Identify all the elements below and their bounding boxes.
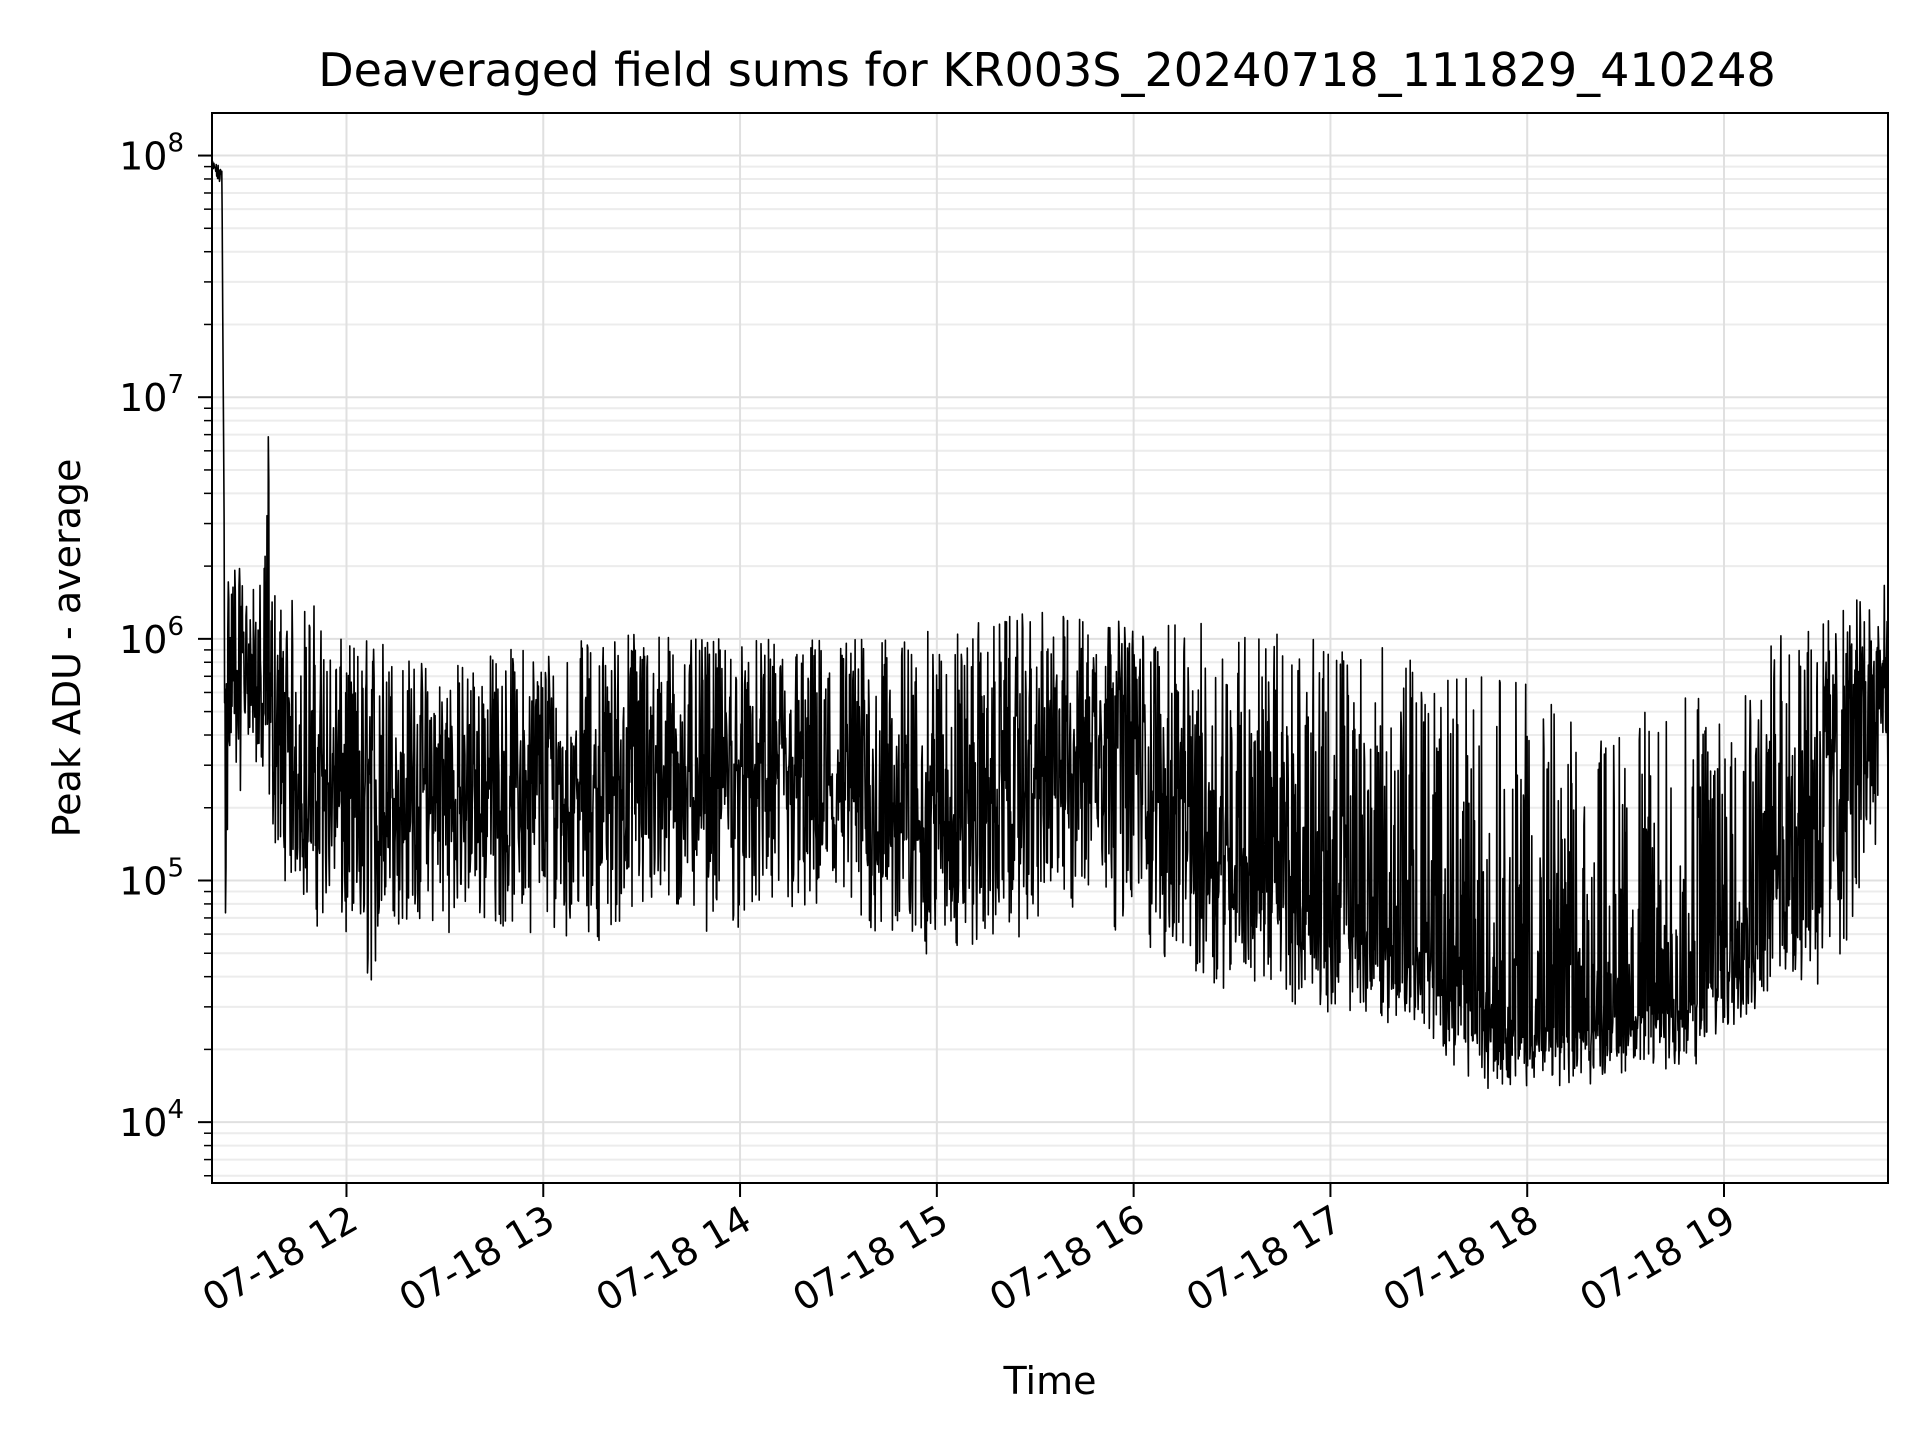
x-axis-label: Time	[1003, 1359, 1097, 1403]
y-tick-label: 104	[119, 1095, 184, 1145]
y-axis-label: Peak ADU - average	[45, 459, 89, 838]
y-tick-label: 108	[119, 129, 184, 179]
plot-frame	[211, 112, 1889, 1184]
series-line	[211, 160, 1889, 1089]
y-tick-label: 106	[119, 612, 184, 662]
y-tick-label: 107	[119, 370, 184, 420]
grid	[212, 113, 1888, 1183]
y-tick-label: 105	[119, 854, 184, 904]
chart-title: Deaveraged field sums for KR003S_2024071…	[318, 43, 1776, 97]
series-layer	[211, 160, 1889, 1089]
y-axis: 104 105 106 107 108	[119, 129, 212, 1177]
